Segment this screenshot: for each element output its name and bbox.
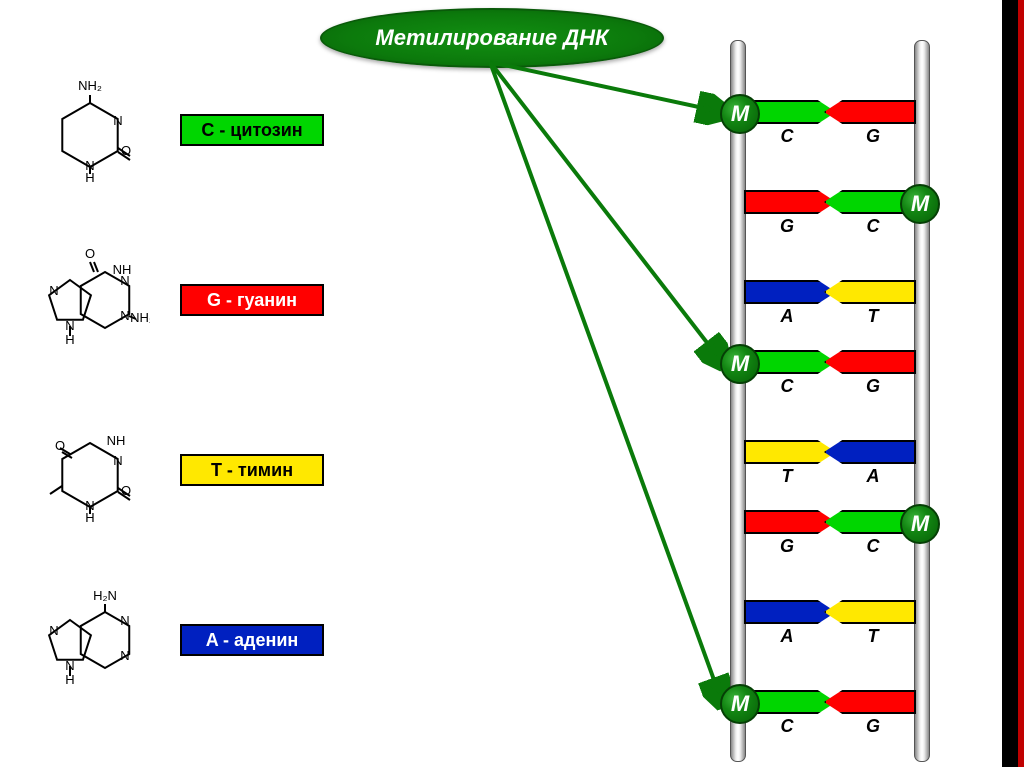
legend-row-G: NNNNONH₂NHHG - гуанин: [30, 240, 324, 360]
svg-text:NH: NH: [107, 433, 126, 448]
svg-text:NH: NH: [113, 262, 132, 277]
molecule-T: NNOONHH: [30, 410, 150, 530]
rung-2-left-letter: A: [744, 306, 830, 326]
rung-5: [744, 510, 916, 534]
svg-text:N: N: [49, 283, 58, 298]
svg-text:N: N: [120, 648, 129, 663]
svg-text:N: N: [49, 623, 58, 638]
rung-4-labels: TA: [744, 466, 916, 486]
title-arrow-0: [490, 62, 722, 112]
rung-2: [744, 280, 916, 304]
svg-text:N: N: [120, 308, 129, 323]
rung-2-labels: AT: [744, 306, 916, 326]
rung-5-right-letter: C: [830, 536, 916, 556]
rung-5-left-letter: G: [744, 536, 830, 556]
svg-text:NH₂: NH₂: [78, 78, 102, 93]
rung-6-labels: AT: [744, 626, 916, 646]
molecule-C: NNONH₂H: [30, 70, 150, 190]
rung-1: [744, 190, 916, 214]
molecule-A: NNNNH₂NH: [30, 580, 150, 700]
title-arrow-7: [490, 62, 722, 702]
rung-3-labels: CG: [744, 376, 916, 396]
legend-row-T: NNOONHH T - тимин: [30, 410, 324, 530]
rung-3-left-letter: C: [744, 376, 830, 396]
rung-0-left-letter: C: [744, 126, 830, 146]
side-red-bar: [1018, 0, 1024, 767]
rung-0-right: [824, 100, 916, 124]
rung-7-right-letter: G: [830, 716, 916, 736]
methyl-1: M: [900, 184, 940, 224]
title-ellipse: Метилирование ДНК: [320, 8, 664, 68]
rung-4-left: [744, 440, 836, 464]
rung-6-left-letter: A: [744, 626, 830, 646]
rung-6: [744, 600, 916, 624]
rung-7-left-letter: C: [744, 716, 830, 736]
rung-7: [744, 690, 916, 714]
svg-text:N: N: [120, 613, 129, 628]
rung-2-right: [824, 280, 916, 304]
legend-row-A: NNNNH₂NHA - аденин: [30, 580, 324, 700]
rung-5-left: [744, 510, 836, 534]
legend-label-T: T - тимин: [180, 454, 324, 486]
rung-4-right-letter: A: [830, 466, 916, 486]
svg-text:H₂N: H₂N: [93, 588, 117, 603]
molecule-G: NNNNONH₂NHH: [30, 240, 150, 360]
rung-7-labels: CG: [744, 716, 916, 736]
rung-1-left-letter: G: [744, 216, 830, 236]
svg-text:N: N: [113, 453, 122, 468]
legend-label-C: C - цитозин: [180, 114, 324, 146]
rung-4-right: [824, 440, 916, 464]
rung-0-right-letter: G: [830, 126, 916, 146]
rung-3-right-letter: G: [830, 376, 916, 396]
title-text: Метилирование ДНК: [375, 25, 608, 51]
rung-2-left: [744, 280, 836, 304]
legend-row-C: NNONH₂H C - цитозин: [30, 70, 324, 190]
svg-text:O: O: [85, 246, 95, 261]
rung-7-right: [824, 690, 916, 714]
title-arrow-3: [490, 62, 722, 362]
rung-4-left-letter: T: [744, 466, 830, 486]
legend-label-G: G - гуанин: [180, 284, 324, 316]
rung-4: [744, 440, 916, 464]
methyl-5: M: [900, 504, 940, 544]
dna-rail-left: [730, 40, 746, 762]
rung-3: [744, 350, 916, 374]
rung-0-labels: CG: [744, 126, 916, 146]
methyl-0: M: [720, 94, 760, 134]
dna-rail-right: [914, 40, 930, 762]
svg-text:N: N: [113, 113, 122, 128]
methyl-7: M: [720, 684, 760, 724]
rung-1-left: [744, 190, 836, 214]
methyl-3: M: [720, 344, 760, 384]
rung-2-right-letter: T: [830, 306, 916, 326]
rung-6-right: [824, 600, 916, 624]
rung-1-right-letter: C: [830, 216, 916, 236]
rung-6-right-letter: T: [830, 626, 916, 646]
rung-6-left: [744, 600, 836, 624]
rung-3-right: [824, 350, 916, 374]
rung-0: [744, 100, 916, 124]
rung-5-labels: GC: [744, 536, 916, 556]
dna-ladder: CGMGCMATCGMTAGCMATCGM: [690, 40, 970, 760]
stage: Метилирование ДНК NNONH₂HC - цитозинNNNN…: [0, 0, 1024, 767]
rung-1-labels: GC: [744, 216, 916, 236]
legend-label-A: A - аденин: [180, 624, 324, 656]
